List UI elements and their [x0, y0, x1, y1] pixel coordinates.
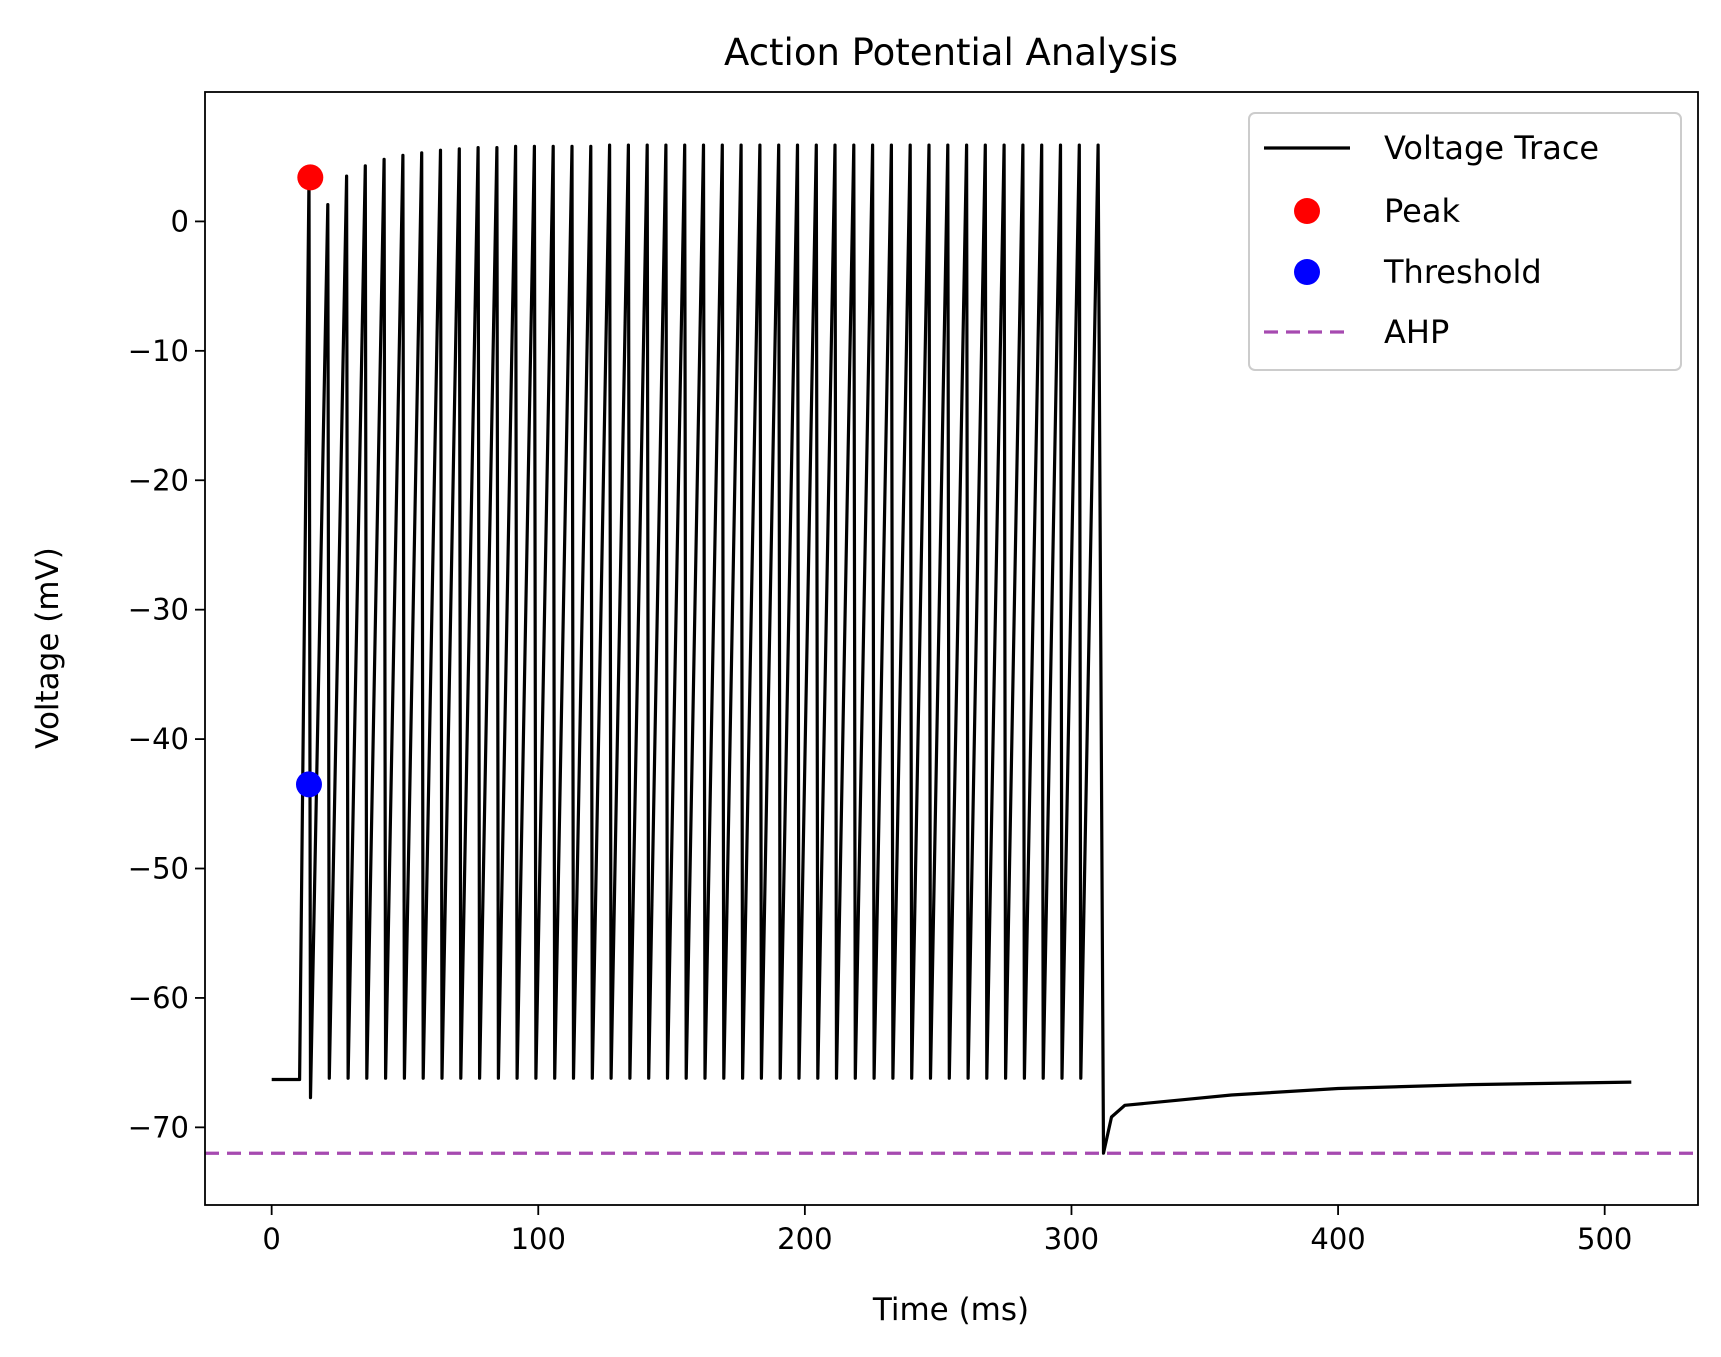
voltage-trace-line [271, 143, 1632, 1155]
legend-box [1248, 112, 1682, 371]
plot-frame [204, 91, 1699, 1206]
x-axis-label: Time (ms) [872, 1292, 1029, 1328]
legend-threshold-swatch [1294, 259, 1320, 285]
plot-area [205, 143, 1698, 1155]
x-tick-label: 400 [1310, 1222, 1365, 1256]
y-tick-label: 0 [171, 204, 189, 238]
threshold-point [295, 771, 322, 798]
x-tick-label: 100 [511, 1222, 566, 1256]
y-tick-label: −20 [128, 463, 189, 497]
x-tick-label: 500 [1577, 1222, 1632, 1256]
legend-ahp-label: AHP [1384, 313, 1449, 351]
y-tick-label: −60 [128, 981, 189, 1015]
y-tick-label: −10 [128, 334, 189, 368]
legend-threshold-label: Threshold [1383, 253, 1542, 291]
legend-peak-label: Peak [1384, 192, 1460, 230]
y-tick-label: −40 [128, 722, 189, 756]
x-tick-label: 0 [262, 1222, 280, 1256]
legend: Voltage Trace Peak Threshold AHP [1248, 112, 1682, 371]
x-tick-label: 300 [1044, 1222, 1099, 1256]
chart-title: Action Potential Analysis [724, 31, 1178, 74]
legend-peak-swatch [1294, 198, 1320, 224]
y-tick-label: −30 [128, 593, 189, 627]
x-tick-label: 200 [777, 1222, 832, 1256]
y-axis: 0 −10 −20 −30 −40 −50 −60 −70 [128, 204, 205, 1144]
y-axis-label: Voltage (mV) [30, 547, 66, 749]
legend-voltage-label: Voltage Trace [1384, 129, 1599, 167]
y-tick-label: −50 [128, 852, 189, 886]
y-tick-label: −70 [128, 1110, 189, 1144]
x-axis: 0 100 200 300 400 500 [262, 1205, 1632, 1256]
peak-point [297, 164, 324, 191]
